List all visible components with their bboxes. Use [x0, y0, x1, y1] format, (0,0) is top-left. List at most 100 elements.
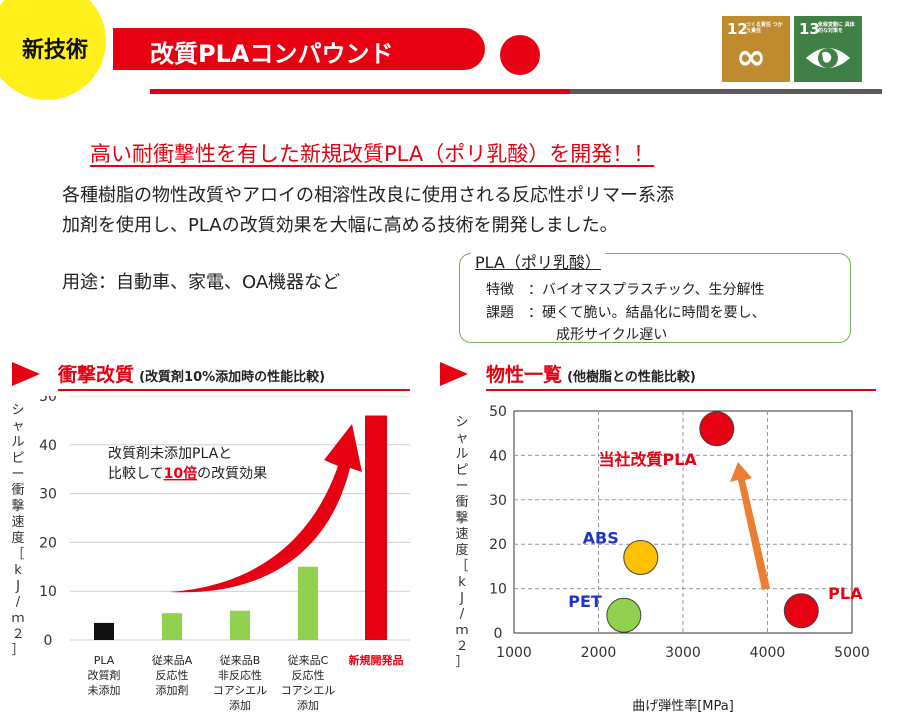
- scatter-y-tick-label: 40: [489, 448, 507, 464]
- scatter-point-label: PET: [568, 592, 602, 611]
- bar-y-tick-label: 0: [44, 633, 53, 649]
- scatter-y-label-char: ２: [455, 639, 468, 654]
- bar-x-label-line: 反応性: [292, 668, 325, 682]
- bar-y-tick-label: 10: [39, 584, 57, 600]
- scatter-x-label: 曲げ弾性率[MPa]: [632, 698, 734, 714]
- bar-y-label-char: 速: [11, 515, 24, 530]
- bar-y-label-char: 衝: [11, 483, 24, 498]
- bar-y-label-char: ２: [11, 627, 24, 642]
- scatter-y-label-char: ］: [455, 655, 468, 670]
- scatter-point-label: PLA: [828, 584, 863, 603]
- scatter-x-ticks: 1000 2000 3000 4000 5000: [496, 645, 870, 661]
- sdg12-caption: つくる責任 つかう責任: [746, 22, 783, 34]
- bar-y-label-char: ー: [11, 467, 24, 482]
- bar-y-tick-label: 20: [39, 535, 57, 551]
- bar-x-label-line: 従来品C: [288, 654, 329, 667]
- bar-chart-bars: [94, 415, 387, 640]
- bar-y-label-char: /: [16, 595, 21, 610]
- scatter-y-label-char: 速: [455, 527, 468, 542]
- bar-y-label-char: ル: [11, 435, 24, 450]
- sdg13-number: 13: [799, 20, 820, 38]
- sdg12-icon: 12 つくる責任 つかう責任 ∞: [722, 16, 790, 82]
- scatter-y-label-char: ［: [455, 559, 468, 574]
- bar-y-label-char: ］: [11, 643, 24, 658]
- eye-globe-icon: [806, 48, 850, 68]
- red-dot-decoration: [500, 35, 540, 75]
- scatter-x-tick-label: 3000: [665, 645, 701, 661]
- header-divider-red: [150, 89, 570, 94]
- scatter-y-tick-label: 0: [494, 626, 503, 642]
- scatter-y-label-char: ー: [455, 479, 468, 494]
- section-title-left: 衝撃改質: [58, 364, 135, 386]
- scatter-x-tick-label: 5000: [834, 645, 870, 661]
- scatter-y-label-char: 衝: [455, 495, 468, 510]
- scatter-y-tick-label: 30: [489, 493, 507, 509]
- bar-x-label-line: 新規開発品: [349, 653, 404, 667]
- scatter-point-PET: [606, 597, 642, 633]
- bar-1: [162, 613, 182, 640]
- scatter-y-label-char: ピ: [455, 463, 468, 478]
- bar-y-label-char: ［: [11, 547, 24, 562]
- bar-y-label-char: 度: [11, 530, 24, 546]
- description-line-1: 各種樹脂の物性改質やアロイの相溶性改良に使用される反応性ポリマー系添: [62, 185, 674, 206]
- scatter-x-tick-label: 2000: [581, 645, 617, 661]
- bar-x-label-line: 添加: [297, 698, 319, 712]
- bar-chart-y-ticks: 0 10 20 30 40 50: [39, 396, 57, 649]
- scatter-y-label-char: ャ: [455, 431, 468, 446]
- improvement-arrow: [170, 424, 362, 593]
- section-header-right: 物性一覧 (他樹脂との性能比較): [486, 360, 696, 387]
- infinity-icon: ∞: [736, 37, 766, 78]
- pla-info-box: [459, 253, 851, 343]
- scatter-y-label-char: k: [458, 575, 466, 590]
- scatter-y-label-char: 撃: [455, 510, 468, 526]
- bar-y-label-char: J: [15, 579, 20, 594]
- scatter-y-label-char: シ: [455, 415, 468, 430]
- description-line-2: 加剤を使用し、PLAの改質効果を大幅に高める技術を開発しました。: [62, 215, 618, 236]
- bar-x-label-line: 反応性: [156, 668, 189, 682]
- pla-feature-label: 特徴: [486, 282, 514, 298]
- bar-4: [365, 415, 387, 640]
- scatter-gridlines: [514, 411, 852, 633]
- section-arrow-right: [440, 362, 468, 386]
- bar-chart-gridlines: [70, 396, 410, 641]
- bar-annotation-line-1: 改質剤未添加PLAと: [108, 446, 232, 462]
- ten-times-highlight: 10倍: [164, 465, 197, 482]
- bar-x-label-line: 従来品B: [220, 654, 261, 667]
- scatter-point-当社改質PLA: [699, 411, 735, 447]
- bar-y-label-char: ピ: [11, 451, 24, 466]
- sdg12-number: 12: [727, 20, 748, 38]
- bar-y-label-char: 撃: [11, 498, 24, 514]
- scatter-y-label-char: J: [459, 591, 464, 606]
- scatter-point-label: ABS: [583, 529, 619, 548]
- bar-0: [94, 622, 114, 640]
- uses-text: 用途：自動車、家電、OA機器など: [62, 272, 341, 293]
- new-tech-badge-label: 新技術: [22, 38, 89, 63]
- scatter-y-label-char: ル: [455, 447, 468, 462]
- section-header-left: 衝撃改質 (改質剤10%添加時の性能比較): [58, 360, 325, 387]
- scatter-x-tick-label: 4000: [750, 645, 786, 661]
- scatter-x-tick-label: 1000: [496, 645, 532, 661]
- pla-info-title: PLA（ポリ乳酸）: [471, 249, 605, 273]
- pla-issue-text-2: 成形サイクル遅い: [556, 327, 668, 343]
- scatter-y-tick-label: 50: [489, 404, 507, 420]
- scatter-y-tick-label: 10: [489, 582, 507, 598]
- section-subtitle-left: (改質剤10%添加時の性能比較): [139, 370, 326, 385]
- sdg13-caption: 気候変動に 具体的な対策を: [818, 22, 855, 34]
- scatter-point-PLA: [783, 593, 819, 629]
- bar-x-label-line: PLA: [94, 654, 115, 667]
- bar-x-label-line: 添加剤: [156, 683, 189, 697]
- header-divider-dark: [570, 89, 882, 94]
- pla-issue-label: 課題: [486, 305, 514, 321]
- section-title-right: 物性一覧: [486, 364, 563, 386]
- scatter-point-label: 当社改質PLA: [598, 450, 697, 469]
- bar-y-tick-label: 50: [39, 396, 57, 405]
- bar-x-label-line: 改質剤: [88, 668, 121, 682]
- bar-x-label-line: 未添加: [88, 683, 121, 697]
- title-bar: [113, 28, 485, 70]
- bar-annotation-line-2: 比較して10倍の改質効果: [108, 465, 267, 482]
- bar-x-label-line: コアシエル: [281, 684, 336, 697]
- scatter-points: 当社改質PLA ABS PET PLA: [568, 411, 863, 633]
- property-scatter-chart: 0 10 20 30 40 50 1000 2000 3000 4000 5000 シャルピー衝撃…: [455, 404, 870, 714]
